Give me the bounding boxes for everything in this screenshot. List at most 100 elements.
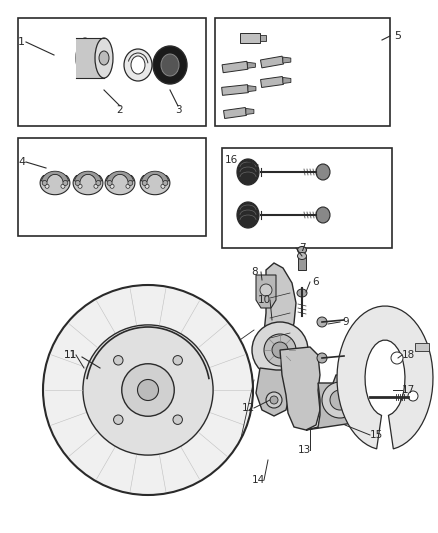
Polygon shape [73, 174, 103, 195]
Bar [18, 138, 206, 236]
Polygon shape [280, 347, 320, 430]
Polygon shape [261, 77, 283, 87]
Circle shape [78, 184, 82, 188]
Circle shape [163, 181, 168, 185]
Circle shape [161, 184, 165, 188]
Polygon shape [222, 85, 248, 95]
Text: 4: 4 [18, 157, 25, 167]
Polygon shape [42, 171, 69, 182]
Text: 5: 5 [395, 31, 402, 41]
Circle shape [317, 317, 327, 327]
Ellipse shape [297, 253, 307, 260]
Circle shape [330, 390, 350, 410]
Circle shape [126, 184, 130, 188]
Ellipse shape [99, 51, 109, 65]
Ellipse shape [153, 46, 187, 84]
Polygon shape [306, 375, 366, 430]
Circle shape [317, 353, 327, 363]
Ellipse shape [316, 207, 330, 223]
Text: 12: 12 [241, 403, 254, 413]
Circle shape [83, 325, 213, 455]
Circle shape [75, 181, 80, 185]
Bar [260, 35, 266, 41]
Bar [415, 343, 429, 351]
Ellipse shape [124, 49, 152, 81]
Polygon shape [222, 61, 248, 72]
Ellipse shape [161, 54, 179, 76]
Bar [298, 256, 306, 270]
Ellipse shape [131, 56, 145, 74]
Polygon shape [247, 62, 255, 68]
Circle shape [45, 184, 49, 188]
Polygon shape [261, 56, 283, 68]
Text: 18: 18 [401, 350, 415, 360]
Polygon shape [223, 108, 247, 118]
Polygon shape [256, 275, 276, 308]
Text: 3: 3 [175, 105, 181, 115]
Polygon shape [283, 77, 291, 84]
Ellipse shape [297, 289, 307, 297]
Circle shape [63, 181, 68, 185]
Ellipse shape [237, 159, 259, 185]
Polygon shape [264, 263, 296, 370]
Text: 15: 15 [369, 430, 383, 440]
Circle shape [264, 334, 296, 366]
Circle shape [43, 285, 253, 495]
Polygon shape [248, 86, 256, 92]
Circle shape [110, 184, 114, 188]
Circle shape [272, 342, 288, 358]
Polygon shape [246, 109, 254, 115]
Circle shape [61, 184, 65, 188]
Polygon shape [105, 174, 135, 195]
Polygon shape [256, 368, 290, 416]
Text: 11: 11 [64, 350, 77, 360]
Text: 8: 8 [252, 267, 258, 277]
Polygon shape [140, 174, 170, 195]
Ellipse shape [316, 164, 330, 180]
Bar [222, 148, 392, 248]
Text: 6: 6 [313, 277, 319, 287]
Text: 1: 1 [18, 37, 25, 47]
Circle shape [252, 322, 308, 378]
Text: 11: 11 [64, 350, 77, 360]
Polygon shape [337, 306, 433, 449]
Circle shape [270, 396, 278, 404]
Bar [215, 18, 390, 126]
Circle shape [322, 382, 358, 418]
Circle shape [145, 184, 149, 188]
Bar [76, 38, 104, 78]
Ellipse shape [237, 202, 259, 228]
Polygon shape [283, 57, 291, 63]
Circle shape [391, 352, 403, 364]
Polygon shape [141, 171, 169, 182]
Ellipse shape [95, 38, 113, 78]
Circle shape [173, 415, 182, 424]
Circle shape [260, 284, 272, 296]
Circle shape [107, 181, 112, 185]
Circle shape [96, 181, 101, 185]
Text: 9: 9 [343, 317, 350, 327]
Circle shape [128, 181, 133, 185]
Circle shape [42, 181, 47, 185]
Ellipse shape [76, 38, 94, 78]
Bar [18, 18, 206, 126]
Circle shape [94, 184, 98, 188]
Bar [240, 33, 260, 43]
Circle shape [113, 356, 123, 365]
Text: 17: 17 [401, 385, 415, 395]
Polygon shape [74, 171, 102, 182]
Text: 16: 16 [225, 155, 238, 165]
Text: 7: 7 [299, 243, 305, 253]
Circle shape [142, 181, 147, 185]
Circle shape [266, 392, 282, 408]
Circle shape [173, 356, 182, 365]
Polygon shape [40, 174, 70, 195]
Text: 14: 14 [251, 475, 265, 485]
Polygon shape [106, 171, 134, 182]
Text: 2: 2 [117, 105, 124, 115]
Ellipse shape [297, 246, 307, 254]
Text: 10: 10 [258, 295, 271, 305]
Circle shape [122, 364, 174, 416]
Circle shape [113, 415, 123, 424]
Circle shape [408, 391, 418, 401]
